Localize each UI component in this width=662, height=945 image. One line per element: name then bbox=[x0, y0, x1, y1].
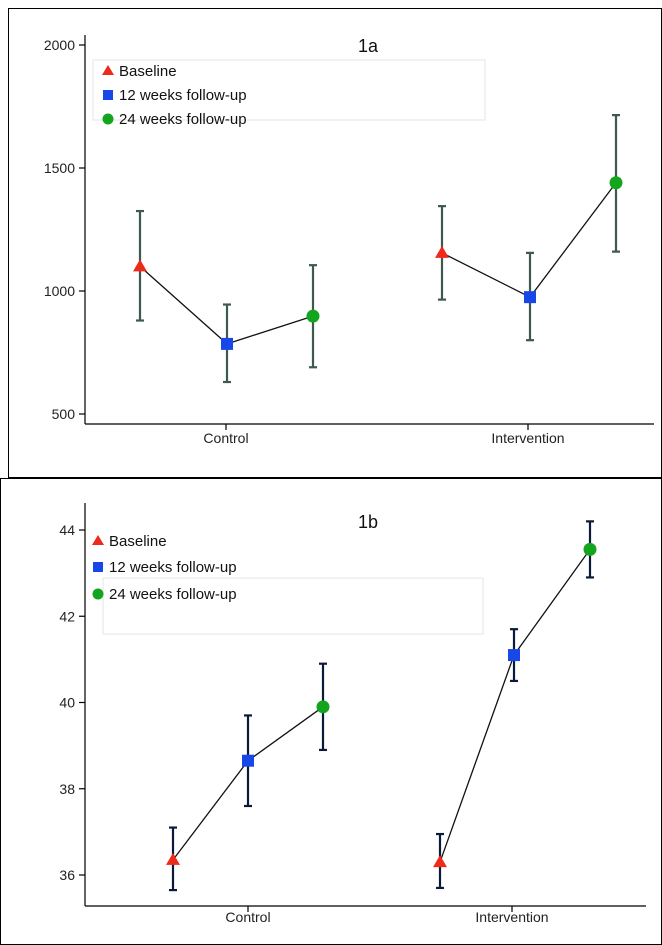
data-point-circle bbox=[583, 542, 597, 556]
data-point-square bbox=[221, 337, 233, 350]
data-point-circle bbox=[609, 176, 623, 190]
y-tick-label: 44 bbox=[59, 522, 75, 538]
legend-marker-square bbox=[103, 90, 113, 100]
data-point-triangle bbox=[433, 855, 447, 868]
data-point-circle bbox=[316, 700, 330, 714]
y-tick-label: 500 bbox=[52, 406, 76, 422]
y-tick-label: 36 bbox=[59, 867, 75, 883]
legend-label: 12 weeks follow-up bbox=[109, 559, 237, 576]
legend-label: 24 weeks follow-up bbox=[119, 111, 247, 128]
chart-panel-1a: 500 1000 1500 2000 Control Intervention 1a Base… bbox=[8, 8, 662, 478]
data-point-square bbox=[524, 291, 536, 304]
panel-border bbox=[8, 8, 662, 478]
data-point-triangle bbox=[166, 852, 180, 865]
x-category-label: Intervention bbox=[475, 909, 548, 925]
y-tick-label: 38 bbox=[59, 781, 75, 797]
x-category-label: Control bbox=[225, 909, 270, 925]
y-tick-label: 2000 bbox=[44, 37, 75, 53]
y-tick-label: 40 bbox=[59, 695, 75, 711]
legend-label: Baseline bbox=[109, 533, 167, 550]
series-connector-line bbox=[439, 549, 591, 863]
chart-panel-1b: 36 38 40 42 44 Control Intervention 1b Baseline 1… bbox=[0, 478, 662, 945]
panel-border bbox=[0, 478, 662, 945]
y-tick-label: 1500 bbox=[44, 160, 75, 176]
legend-marker-square bbox=[93, 562, 103, 572]
legend-label: 12 weeks follow-up bbox=[119, 87, 247, 104]
legend-marker-triangle bbox=[92, 535, 104, 545]
data-point-triangle bbox=[435, 245, 449, 258]
legend-label: 24 weeks follow-up bbox=[109, 586, 237, 603]
y-tick-label: 1000 bbox=[44, 283, 75, 299]
data-point-circle bbox=[306, 309, 320, 323]
data-point-square bbox=[508, 649, 520, 662]
panel-title: 1b bbox=[358, 512, 378, 532]
data-point-square bbox=[242, 754, 254, 767]
panel-title: 1a bbox=[358, 36, 379, 56]
x-category-label: Intervention bbox=[491, 430, 564, 446]
legend-marker-triangle bbox=[102, 65, 114, 75]
legend-marker-circle bbox=[92, 588, 104, 600]
legend-frame bbox=[102, 577, 484, 635]
legend-marker-circle bbox=[102, 113, 114, 125]
y-tick-label: 42 bbox=[59, 608, 75, 624]
legend-frame bbox=[92, 59, 486, 121]
legend-label: Baseline bbox=[119, 63, 177, 80]
x-category-label: Control bbox=[203, 430, 248, 446]
data-point-triangle bbox=[133, 259, 147, 272]
